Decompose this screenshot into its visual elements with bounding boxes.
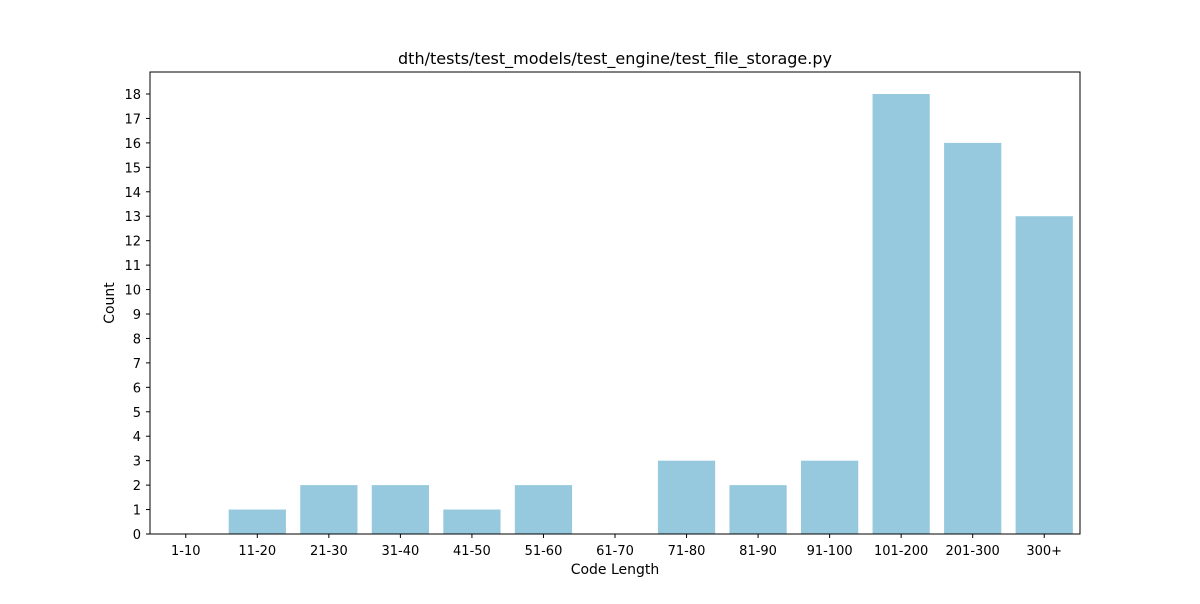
y-tick-label: 6 xyxy=(133,381,141,396)
x-tick-label: 11-20 xyxy=(238,544,276,559)
bar-101-200 xyxy=(872,94,930,534)
bar-41-50 xyxy=(443,509,501,534)
bar-31-40 xyxy=(371,485,429,534)
y-tick-label: 10 xyxy=(124,284,141,299)
y-tick-label: 0 xyxy=(133,528,141,543)
y-tick-label: 16 xyxy=(124,137,141,152)
x-tick-label: 300+ xyxy=(1026,544,1062,559)
bar-71-80 xyxy=(657,460,716,534)
y-tick-label: 4 xyxy=(133,430,141,445)
x-axis-label: Code Length xyxy=(571,562,660,578)
y-tick-label: 18 xyxy=(124,88,141,103)
x-tick-label: 71-80 xyxy=(668,544,706,559)
x-tick-label: 91-100 xyxy=(807,544,853,559)
y-tick-label: 5 xyxy=(133,406,141,421)
x-tick-label: 101-200 xyxy=(874,544,928,559)
chart-title: dth/tests/test_models/test_engine/test_f… xyxy=(398,49,832,69)
plot-area-frame xyxy=(149,71,1081,535)
x-tick-label: 51-60 xyxy=(525,544,563,559)
y-tick-label: 12 xyxy=(124,235,141,250)
x-tick-label: 1-10 xyxy=(171,544,201,559)
y-tick-label: 14 xyxy=(124,186,141,201)
x-tick-label: 61-70 xyxy=(596,544,634,559)
bar-81-90 xyxy=(729,485,787,534)
bar-300+ xyxy=(1015,216,1073,534)
bar-201-300 xyxy=(944,142,1002,534)
x-axis-ticks: 1-10 11-20 21-30 31-40 41-50 51-60 61-70 71-80 8… xyxy=(171,534,1062,559)
y-tick-label: 1 xyxy=(133,504,141,519)
y-tick-label: 17 xyxy=(124,112,141,127)
bars-group xyxy=(228,94,1073,534)
y-tick-label: 9 xyxy=(133,308,141,323)
y-tick-label: 15 xyxy=(124,161,141,176)
y-tick-label: 11 xyxy=(124,259,141,274)
y-tick-label: 8 xyxy=(133,332,141,347)
bar-11-20 xyxy=(228,509,286,534)
y-tick-label: 3 xyxy=(133,455,141,470)
y-tick-label: 2 xyxy=(133,479,141,494)
y-tick-label: 7 xyxy=(133,357,141,372)
y-tick-label: 13 xyxy=(124,210,141,225)
x-tick-label: 41-50 xyxy=(453,544,491,559)
x-tick-label: 81-90 xyxy=(739,544,777,559)
bar-51-60 xyxy=(514,485,573,534)
y-axis-label: Count xyxy=(102,282,118,324)
bar-91-100 xyxy=(801,460,859,534)
x-tick-label: 201-300 xyxy=(946,544,1000,559)
x-tick-label: 21-30 xyxy=(310,544,348,559)
bar-21-30 xyxy=(300,485,358,534)
x-tick-label: 31-40 xyxy=(381,544,419,559)
